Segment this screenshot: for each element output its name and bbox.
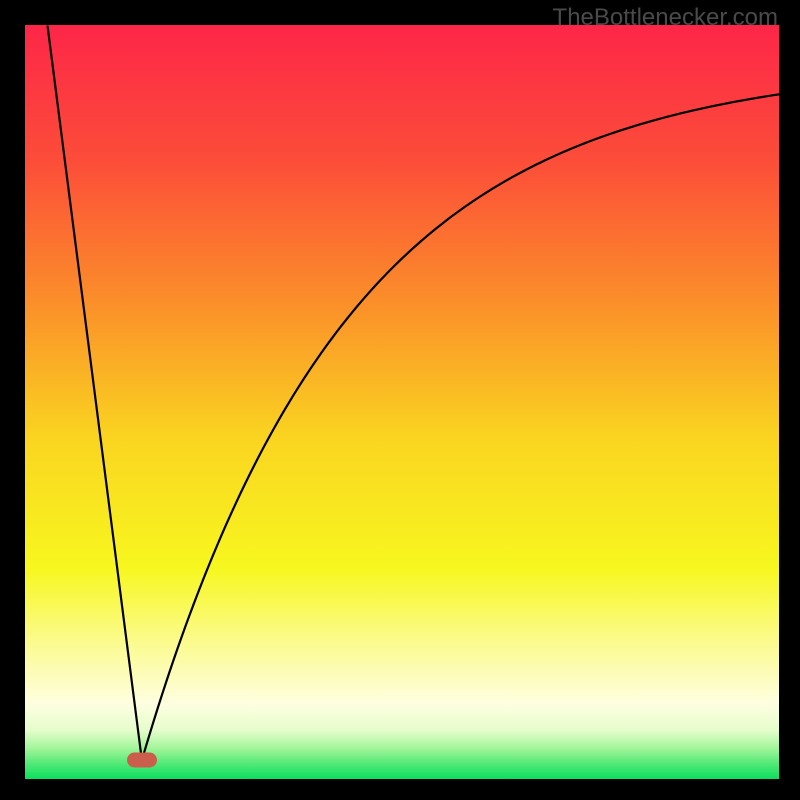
minimum-marker — [127, 753, 157, 768]
bottleneck-curve — [25, 25, 779, 779]
plot-area — [25, 25, 779, 779]
watermark-text: TheBottlenecker.com — [553, 4, 778, 32]
chart-frame: TheBottlenecker.com — [0, 0, 800, 800]
